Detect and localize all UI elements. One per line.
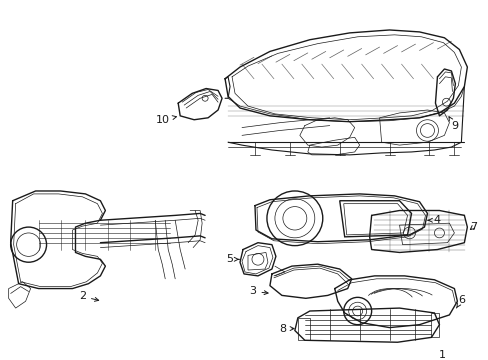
- Text: 6: 6: [455, 295, 464, 308]
- Text: 8: 8: [279, 324, 293, 334]
- Text: 4: 4: [427, 215, 440, 225]
- Text: 1: 1: [0, 359, 1, 360]
- Text: 1: 1: [438, 350, 445, 360]
- Text: 9: 9: [448, 117, 457, 131]
- Text: 10: 10: [156, 115, 176, 125]
- Text: 5: 5: [226, 254, 239, 264]
- Text: 3: 3: [249, 287, 267, 297]
- Text: 2: 2: [79, 291, 99, 301]
- Text: 7: 7: [469, 222, 476, 232]
